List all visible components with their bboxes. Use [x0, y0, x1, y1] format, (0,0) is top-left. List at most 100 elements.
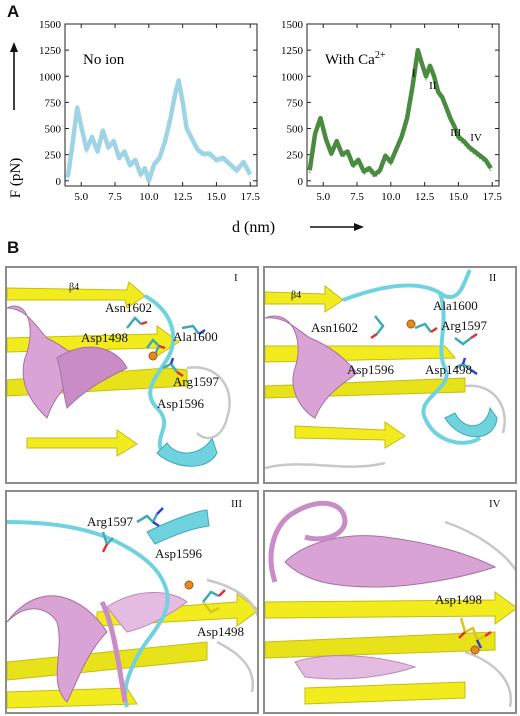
sidechain-oxygen: [458, 630, 492, 639]
helix-connector: [99, 600, 128, 703]
sidechain-yellow: [202, 601, 220, 614]
peak-annotation: I: [412, 67, 416, 79]
chart-title: With Ca2+: [325, 50, 386, 68]
label-asn1602: Asn1602: [105, 300, 152, 315]
beta-strand: [26, 429, 138, 457]
structure-panel-iv: IV Asp1498: [263, 490, 517, 714]
alpha-helix: [265, 315, 358, 419]
structure-iv-drawing: [265, 500, 515, 708]
peak-annotation: IV: [470, 132, 482, 144]
beta-strand: [7, 641, 208, 681]
x-tick-label: 15.0: [207, 191, 227, 203]
panel-b-label: B: [7, 238, 20, 257]
beta-strand: [265, 345, 457, 363]
panel-numeral: II: [489, 272, 497, 284]
gray-coil: [206, 578, 257, 693]
y-tick-label: 250: [45, 150, 62, 162]
alpha-helix: [7, 305, 88, 419]
y-tick-label: 1250: [281, 45, 304, 57]
label-ala1600: Ala1600: [173, 329, 218, 344]
x-tick-label: 7.5: [108, 191, 122, 203]
chart-title: No ion: [83, 52, 125, 68]
label-asp1498: Asp1498: [81, 330, 128, 345]
structure-panel-ii: II β4 Ala1600 Asn1602 Arg1597 Asp1596 As…: [263, 266, 517, 484]
sidechain-sticks: [459, 617, 486, 642]
beta-strand: [265, 284, 344, 313]
label-asp1596: Asp1596: [157, 396, 204, 411]
plot-frame: [306, 23, 500, 187]
series-line-noise: [66, 83, 251, 187]
plot-frame: [64, 23, 258, 187]
x-tick-label: 10.0: [381, 191, 401, 203]
x-tick-label: 5.0: [74, 191, 88, 203]
sidechain-oxygen: [140, 320, 184, 378]
gray-coil: [444, 520, 515, 708]
y-tick-label: 0: [56, 176, 62, 188]
x-tick-label: 17.5: [483, 191, 503, 203]
y-tick-label: 1000: [39, 71, 62, 83]
alpha-helix: [284, 535, 497, 588]
peak-annotation: III: [450, 127, 461, 139]
structure-panel-iii: III Arg1597 Asp1596 Asp1498: [5, 490, 259, 714]
y-axis-arrow-head: [10, 42, 18, 52]
chart-no-ion: 0 250 500 750 1000 1250 1500 5.0 7.5 10.0 12.5 15.0…: [39, 19, 261, 203]
chart-with-ca: 0 250 500 750 1000 1250 1500 5.0 7.5 10.0 12.5 15.0…: [281, 19, 503, 203]
y-tick-label: 1000: [281, 71, 304, 83]
panel-a-label: A: [7, 2, 20, 21]
sidechain-sticks: [374, 315, 472, 371]
sidechain-nitrogen: [152, 507, 164, 528]
sidechain-oxygen: [370, 326, 478, 340]
x-tick-label: 10.0: [139, 191, 159, 203]
x-axis-label: d (nm): [232, 219, 275, 236]
x-tick-label: 5.0: [316, 191, 330, 203]
y-tick-label: 1500: [39, 19, 62, 31]
y-tick-label: 250: [287, 150, 304, 162]
beta-strand: [7, 281, 146, 309]
label-beta4: β4: [291, 290, 302, 301]
x-axis-label-group: d (nm): [232, 219, 364, 236]
y-tick-label: 1250: [39, 45, 62, 57]
alpha-helix: [294, 655, 417, 680]
beta-strand: [294, 421, 406, 449]
panel-numeral: IV: [489, 498, 501, 510]
peak-annotation: II: [429, 80, 437, 92]
alpha-helix: [7, 595, 108, 703]
loop-coil: [7, 520, 170, 708]
label-arg1597: Arg1597: [173, 374, 219, 389]
x-tick-label: 15.0: [449, 191, 469, 203]
label-ala1600: Ala1600: [433, 298, 478, 313]
helix-loop: [268, 500, 348, 583]
label-asp1498: Asp1498: [435, 592, 482, 607]
calcium-ion: [406, 319, 416, 329]
panel-numeral: I: [234, 272, 238, 284]
structure-i-drawing: [7, 281, 231, 467]
calcium-ion: [148, 351, 158, 361]
x-tick-label: 12.5: [415, 191, 435, 203]
y-tick-label: 750: [287, 97, 304, 109]
x-tick-label: 17.5: [241, 191, 261, 203]
calcium-ion: [470, 645, 480, 655]
loop-ribbon: [146, 509, 210, 545]
panel-numeral: III: [231, 498, 242, 510]
beta-strand: [265, 591, 515, 625]
alpha-helix: [56, 346, 128, 409]
y-axis-label: F (pN): [8, 158, 24, 198]
y-tick-label: 1500: [281, 19, 304, 31]
structure-panel-i: I β4 Asn1602 Asp1498 Ala1600 Arg1597 Asp…: [5, 266, 259, 484]
loop-coil: [342, 268, 482, 445]
beta-strand: [265, 631, 496, 659]
label-arg1597: Arg1597: [87, 514, 133, 529]
y-tick-label: 750: [45, 97, 62, 109]
label-asp1596: Asp1596: [347, 362, 394, 377]
y-tick-label: 500: [287, 124, 304, 136]
sidechain-oxygen: [101, 543, 226, 597]
label-arg1597: Arg1597: [441, 318, 487, 333]
x-tick-label: 12.5: [173, 191, 193, 203]
y-tick-label: 500: [45, 124, 62, 136]
series-line: [65, 78, 253, 184]
structure-ii-drawing: [265, 268, 506, 470]
sidechain-nitrogen: [475, 639, 483, 649]
sidechain-nitrogen: [461, 357, 478, 376]
label-asp1596: Asp1596: [155, 546, 202, 561]
structure-iii-drawing: [7, 507, 257, 709]
